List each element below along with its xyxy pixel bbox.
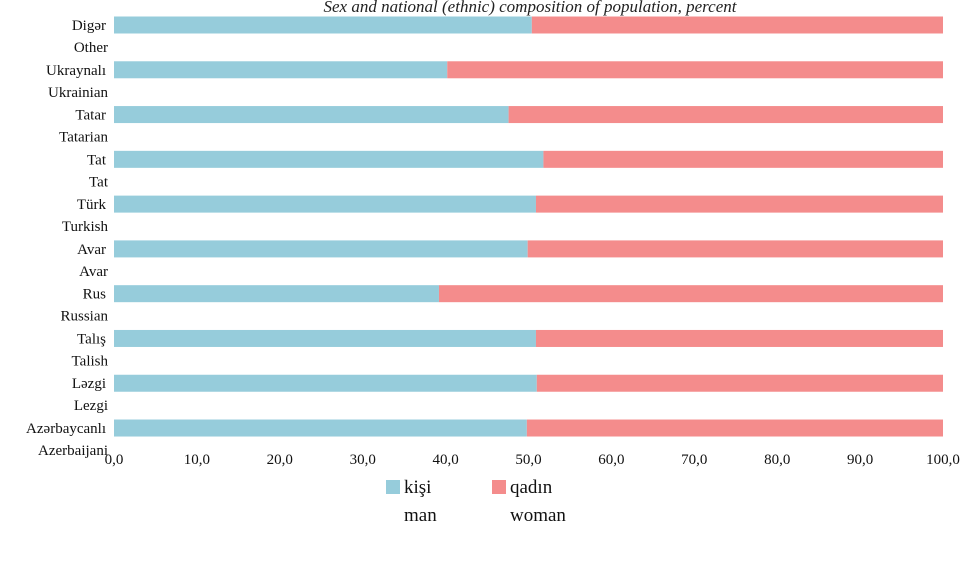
bar-woman-talish — [535, 329, 943, 347]
x-tick-label: 90,0 — [847, 452, 873, 468]
x-tick-label: 20,0 — [267, 452, 293, 468]
category-label-en: Ukrainian — [48, 85, 108, 101]
category-label-en: Azerbaijani — [38, 443, 108, 459]
category-label-en: Avar — [79, 264, 108, 280]
category-label-en: Tat — [89, 174, 109, 190]
legend-label-kisi: kişi — [404, 477, 432, 498]
x-tick-label: 0,0 — [105, 452, 124, 468]
bar-man-tatarian — [114, 106, 509, 124]
category-label-az: Azərbaycanlı — [26, 421, 106, 437]
category-label-az: Tatar — [75, 108, 106, 124]
bar-man-other — [114, 16, 532, 34]
bar-woman-lezgi — [536, 374, 943, 392]
x-tick-label: 60,0 — [598, 452, 624, 468]
bar-man-russian — [114, 285, 439, 303]
bar-woman-russian — [438, 285, 943, 303]
bars-group — [114, 16, 943, 437]
legend-item-man: kişi man — [386, 474, 437, 530]
legend-swatch-man — [386, 480, 400, 494]
x-tick-label: 80,0 — [764, 452, 790, 468]
category-label-en: Russian — [60, 309, 108, 325]
legend: kişi man qadın woman — [0, 474, 973, 580]
x-tick-label: 10,0 — [184, 452, 210, 468]
x-tick-label: 30,0 — [350, 452, 376, 468]
category-labels: Azərbaycanlı Azerbaijani Ləzgi Lezgi Talış Ta… — [26, 18, 109, 459]
legend-item-woman: qadın woman — [492, 474, 566, 530]
bar-man-avar — [114, 240, 528, 258]
category-label-az: Rus — [83, 287, 107, 303]
bar-woman-azerbaijani — [526, 419, 943, 437]
legend-label-qadin: qadın — [510, 477, 553, 498]
category-label-en: Turkish — [62, 219, 109, 235]
legend-swatch-woman — [492, 480, 506, 494]
category-label-en: Talish — [72, 353, 109, 369]
category-label-az: Ləzgi — [72, 376, 106, 392]
bar-woman-tat — [543, 150, 943, 168]
x-tick-labels: 0,0 10,0 20,0 30,0 40,0 50,0 60,0 70,0 80,0 90,0 1… — [105, 452, 960, 468]
bar-woman-avar — [527, 240, 943, 258]
bar-woman-other — [531, 16, 943, 34]
chart-canvas: Sex and national (ethnic) composition of… — [26, 0, 960, 468]
category-label-en: Other — [74, 40, 108, 56]
legend-label-man: man — [404, 505, 437, 526]
bar-man-talish — [114, 329, 536, 347]
category-label-az: Ukraynalı — [46, 63, 106, 79]
category-label-az: Avar — [77, 242, 106, 258]
bar-woman-turkish — [535, 195, 943, 213]
bar-man-ukrainian — [114, 61, 448, 79]
chart-title: Sex and national (ethnic) composition of… — [324, 0, 738, 16]
bar-man-tat — [114, 150, 544, 168]
bar-man-turkish — [114, 195, 536, 213]
legend-label-woman: woman — [510, 505, 566, 526]
x-tick-label: 50,0 — [515, 452, 541, 468]
category-label-az: Digər — [72, 18, 106, 34]
category-label-az: Türk — [77, 197, 107, 213]
category-label-en: Lezgi — [74, 398, 108, 414]
bar-man-lezgi — [114, 374, 537, 392]
x-tick-label: 70,0 — [681, 452, 707, 468]
x-tick-label: 100,0 — [926, 452, 960, 468]
category-label-az: Tat — [87, 152, 107, 168]
category-label-en: Tatarian — [59, 130, 108, 146]
bar-man-azerbaijani — [114, 419, 527, 437]
x-tick-label: 40,0 — [432, 452, 458, 468]
bar-woman-tatarian — [508, 106, 943, 124]
bar-woman-ukrainian — [447, 61, 943, 79]
category-label-az: Talış — [77, 331, 106, 347]
